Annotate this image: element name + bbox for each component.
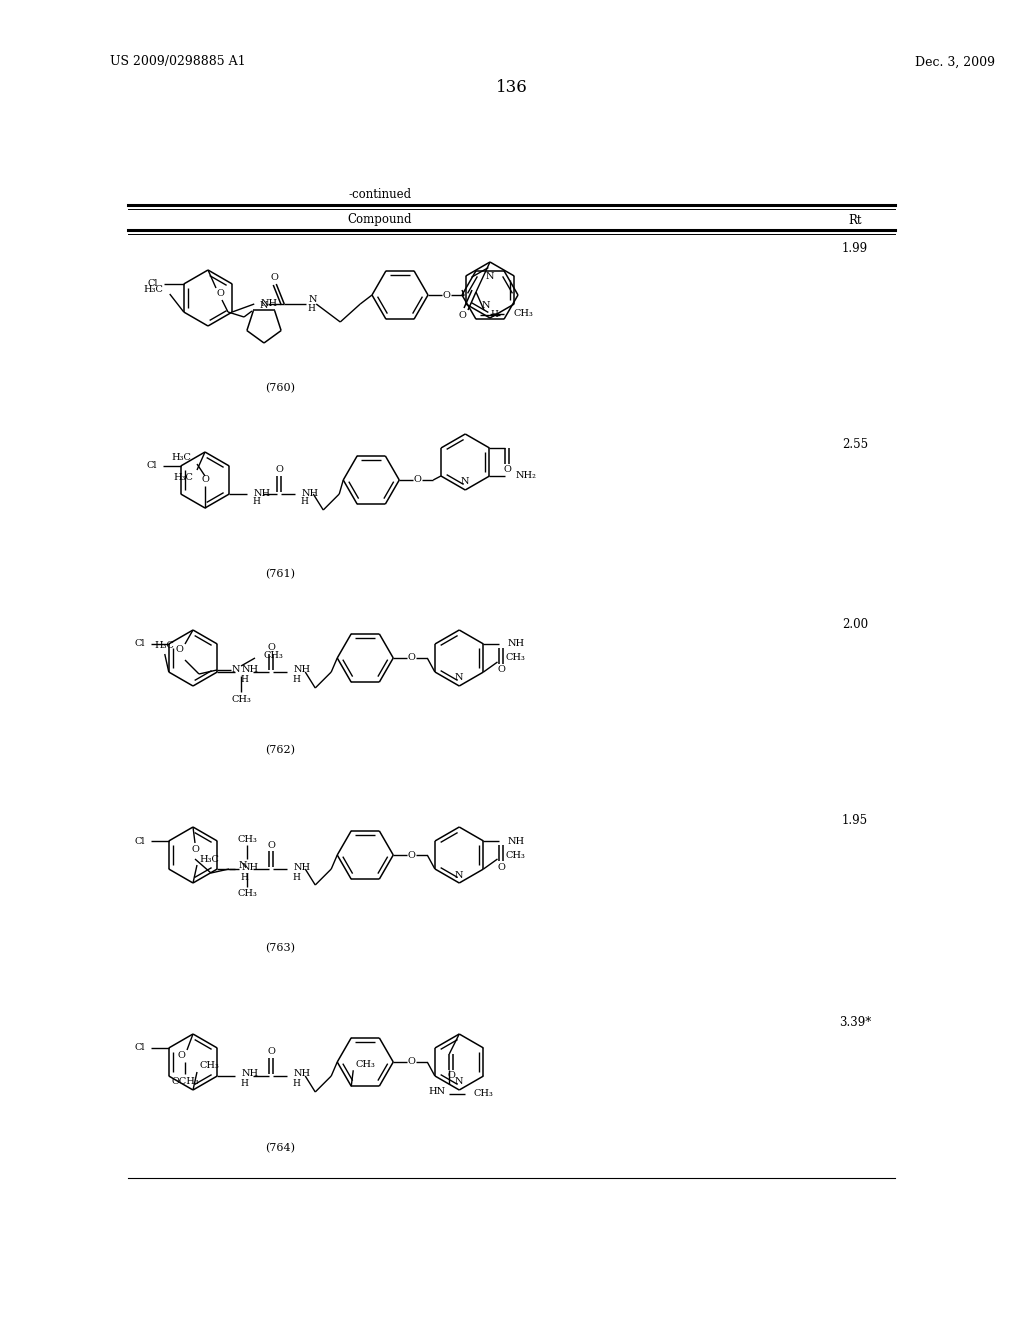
Text: CH₃: CH₃ — [263, 651, 283, 660]
Text: CH₃: CH₃ — [506, 850, 525, 859]
Text: N: N — [461, 478, 469, 487]
Text: H: H — [241, 873, 248, 882]
Text: O: O — [504, 466, 511, 474]
Text: H₃C: H₃C — [199, 854, 219, 863]
Text: O: O — [447, 1072, 456, 1081]
Text: O: O — [216, 289, 224, 298]
Text: Dec. 3, 2009: Dec. 3, 2009 — [915, 55, 995, 69]
Text: Compound: Compound — [348, 214, 413, 227]
Text: N: N — [239, 861, 247, 870]
Text: N: N — [231, 665, 241, 675]
Text: NH: NH — [293, 862, 310, 871]
Text: O: O — [442, 290, 450, 300]
Text: NH: NH — [293, 665, 310, 675]
Text: Cl: Cl — [134, 837, 144, 846]
Text: CH₃: CH₃ — [514, 309, 534, 318]
Text: O: O — [267, 644, 275, 652]
Text: 1.95: 1.95 — [842, 813, 868, 826]
Text: (762): (762) — [265, 744, 295, 755]
Text: N: N — [455, 673, 464, 682]
Text: CH₃: CH₃ — [238, 888, 257, 898]
Text: O: O — [177, 1052, 185, 1060]
Text: Cl: Cl — [134, 639, 144, 648]
Text: CH₃: CH₃ — [199, 1061, 219, 1071]
Text: O: O — [275, 466, 284, 474]
Text: H₃C: H₃C — [171, 454, 191, 462]
Text: Rt: Rt — [848, 214, 862, 227]
Text: Cl: Cl — [147, 280, 158, 289]
Text: NH: NH — [253, 490, 270, 499]
Text: (764): (764) — [265, 1143, 295, 1154]
Text: H₃C: H₃C — [155, 642, 175, 651]
Text: NH₂: NH₂ — [515, 471, 537, 480]
Text: O: O — [498, 862, 506, 871]
Text: N: N — [308, 296, 316, 305]
Text: H: H — [292, 676, 300, 685]
Text: H: H — [252, 498, 260, 507]
Text: US 2009/0298885 A1: US 2009/0298885 A1 — [110, 55, 246, 69]
Text: -continued: -continued — [348, 189, 412, 202]
Text: NH: NH — [242, 1069, 258, 1078]
Text: H: H — [241, 1080, 248, 1089]
Text: H: H — [241, 676, 248, 685]
Text: N: N — [481, 301, 490, 310]
Text: O: O — [414, 475, 421, 484]
Text: O: O — [408, 1057, 415, 1067]
Text: HN: HN — [428, 1088, 445, 1097]
Text: O: O — [191, 845, 199, 854]
Text: O: O — [270, 273, 279, 282]
Text: H₃C: H₃C — [144, 285, 164, 294]
Text: H: H — [292, 873, 300, 882]
Text: H: H — [292, 1080, 300, 1089]
Text: N: N — [455, 870, 464, 879]
Text: H: H — [490, 310, 498, 319]
Text: H₃C: H₃C — [173, 474, 193, 483]
Text: CH₃: CH₃ — [473, 1089, 494, 1098]
Text: N: N — [485, 272, 495, 281]
Text: 3.39*: 3.39* — [839, 1015, 871, 1028]
Text: Cl: Cl — [146, 462, 157, 470]
Text: N: N — [260, 301, 268, 309]
Text: NH: NH — [508, 639, 524, 648]
Text: NH: NH — [260, 300, 278, 309]
Text: O: O — [175, 645, 183, 655]
Text: NH: NH — [508, 837, 524, 846]
Text: O: O — [498, 665, 506, 675]
Text: O: O — [267, 1048, 275, 1056]
Text: H: H — [307, 304, 315, 313]
Text: (761): (761) — [265, 569, 295, 579]
Text: O: O — [458, 312, 466, 321]
Text: Cl: Cl — [134, 1044, 144, 1052]
Text: H: H — [300, 498, 308, 507]
Text: CH₃: CH₃ — [231, 696, 251, 705]
Text: O: O — [408, 850, 415, 859]
Text: 2.55: 2.55 — [842, 438, 868, 451]
Text: NH: NH — [242, 665, 258, 675]
Text: OCH₃: OCH₃ — [171, 1077, 199, 1086]
Text: (760): (760) — [265, 383, 295, 393]
Text: 2.00: 2.00 — [842, 619, 868, 631]
Text: 1.99: 1.99 — [842, 242, 868, 255]
Text: NH: NH — [301, 490, 318, 499]
Text: NH: NH — [293, 1069, 310, 1078]
Text: CH₃: CH₃ — [506, 653, 525, 663]
Text: CH₃: CH₃ — [238, 834, 257, 843]
Text: O: O — [201, 475, 209, 484]
Text: 136: 136 — [496, 79, 528, 96]
Text: CH₃: CH₃ — [355, 1060, 375, 1069]
Text: N: N — [455, 1077, 464, 1086]
Text: O: O — [267, 841, 275, 850]
Text: NH: NH — [242, 862, 258, 871]
Text: (763): (763) — [265, 942, 295, 953]
Text: O: O — [408, 653, 415, 663]
